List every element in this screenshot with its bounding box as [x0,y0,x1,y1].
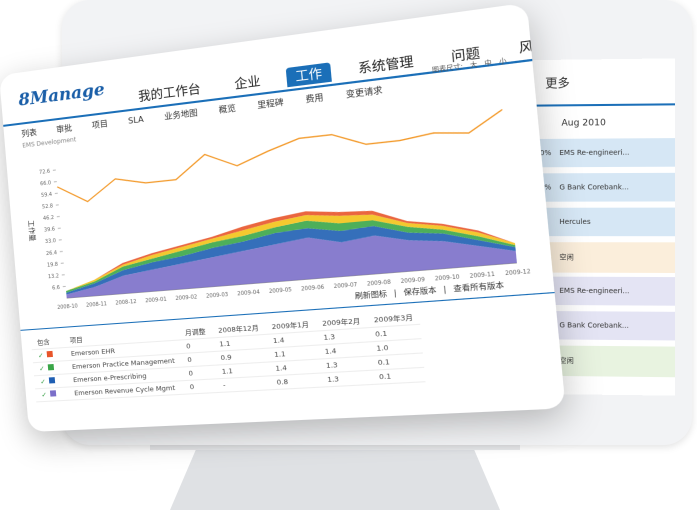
back-task: G Bank Corebank... [559,183,629,192]
y-tick-label: 33.0 [45,238,56,245]
y-tick-label: 46.2 [43,215,54,222]
y-tick-label: 66.0 [40,180,51,187]
subnav-item[interactable]: 业务地图 [163,108,198,122]
back-task: 空闲 [559,253,574,262]
y-tick-label: 59.4 [41,192,52,199]
subnav-item[interactable]: 里程碑 [256,97,284,111]
nav-item[interactable]: 工作 [285,62,332,88]
logo: 8Manage [17,79,106,111]
x-tick-label: 2009-11 [469,271,495,280]
value-cell: 0.8 [269,373,322,390]
y-tick-label: 26.4 [46,250,57,257]
x-tick-label: 2009-09 [400,277,425,286]
allocation-table: 包含 项目 月调整 2008年12月 2009年1月 2009年2月 2009年3月 ✓ Eme… [30,308,426,402]
chart-link[interactable]: 查看所有版本 [452,280,505,294]
x-tick-label: 2009-04 [237,289,260,297]
subnav-item[interactable]: 项目 [91,119,109,131]
nav-item[interactable]: 企业 [233,73,262,92]
y-tick-label: 39.6 [44,227,55,234]
value-cell: 0 [182,378,218,395]
color-swatch [50,390,57,397]
subnav-item[interactable]: SLA [127,114,145,126]
chart-link: | [393,288,398,298]
subnav-item[interactable]: 变更请求 [345,85,383,100]
y-tick-label: 19.8 [47,261,58,268]
x-tick-label: 2009-12 [505,269,530,278]
color-swatch [47,350,54,358]
back-task: EMS Re-engineeri... [559,286,630,296]
y-axis-label: 工作量 [27,220,38,242]
x-tick-label: 2008-10 [57,303,78,311]
x-tick-label: 2009-05 [269,287,292,295]
value-cell: 0.1 [371,367,426,385]
back-task: Hercules [559,217,591,226]
y-tick-label: 72.6 [39,169,50,176]
back-month: Aug 2010 [561,118,606,129]
x-tick-label: 2008-12 [115,299,137,307]
chart-link: | [443,285,447,295]
back-nav-item: 更多 [545,75,570,91]
x-tick-label: 2009-03 [206,292,229,300]
y-tick-label: 13.2 [48,273,59,280]
check-icon[interactable]: ✓ [40,377,47,387]
value-cell: 1.3 [319,370,373,388]
color-swatch [48,363,55,371]
x-tick-label: 2008-11 [86,301,107,309]
front-window: 8Manage 我的工作台企业工作系统管理问题风险跟踪分布更多 图表尺寸:大中小… [0,2,566,433]
size-option[interactable]: 小 [498,57,507,67]
subnav-item[interactable]: 费用 [305,92,324,105]
y-tick-label: 52.8 [42,203,53,210]
y-tick-label: 6.6 [52,285,60,292]
chart-link[interactable]: 刷新图标 [354,289,388,301]
back-task: 空闲 [559,356,574,365]
chart: 工作量 6.6 13.2 19.8 26.4 33.0 39.6 46.2 52.8 59.4 66… [27,93,530,311]
check-icon[interactable]: ✓ [41,390,48,400]
size-option[interactable]: 中 [484,59,493,69]
back-task: EMS Re-engineeri... [559,148,630,158]
x-tick-label: 2009-06 [301,284,325,292]
chart-link[interactable]: 保存版本 [403,285,437,298]
color-swatch [49,377,56,384]
x-tick-label: 2009-08 [367,279,392,287]
x-tick-label: 2009-01 [145,296,167,304]
subnav-item[interactable]: 审批 [55,123,73,135]
check-icon[interactable]: ✓ [38,364,45,373]
size-label: 图表尺寸: [431,63,464,75]
size-option[interactable]: 大 [469,61,478,70]
x-tick-label: 2009-07 [333,282,357,290]
check-icon[interactable]: ✓ [37,351,44,360]
x-tick-label: 2009-02 [175,294,197,302]
back-task: G Bank Corebank... [559,321,629,330]
subnav-item[interactable]: 概览 [218,103,237,115]
include-cell: ✓ [35,387,69,402]
subnav-item[interactable]: 列表 [21,127,38,139]
x-tick-label: 2009-10 [435,274,460,283]
value-cell: - [216,375,271,393]
